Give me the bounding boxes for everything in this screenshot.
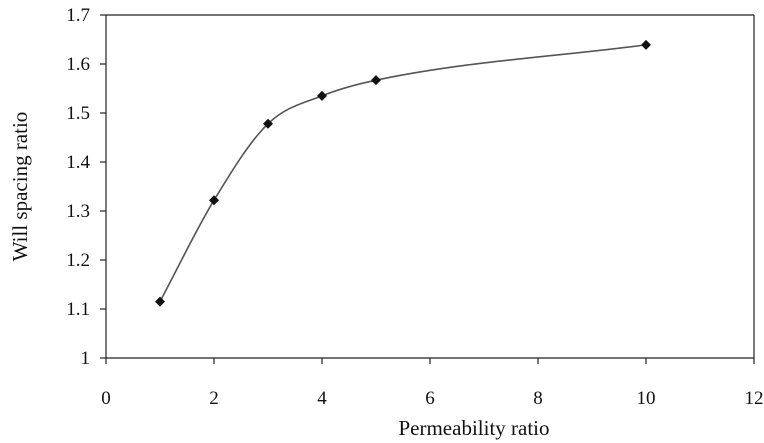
y-tick-label: 1.7 (66, 5, 90, 26)
x-tick-label: 2 (209, 388, 219, 409)
y-tick-label: 1 (81, 348, 91, 369)
data-point-marker (155, 296, 165, 307)
x-tick-label: 10 (637, 388, 656, 409)
y-tick-label: 1.6 (66, 54, 90, 75)
y-tick-label: 1.3 (66, 201, 90, 222)
y-tick-label: 1.2 (66, 250, 90, 271)
x-tick-label: 4 (317, 388, 327, 409)
x-tick-label: 0 (101, 388, 111, 409)
x-ticks: 0 2 4 6 8 10 12 (101, 358, 764, 409)
series-line (159, 44, 647, 303)
data-point-marker (641, 39, 651, 50)
series-layer (155, 39, 651, 307)
y-tick-label: 1.4 (66, 152, 90, 173)
x-tick-label: 12 (745, 388, 764, 409)
data-point-marker (371, 75, 381, 86)
x-tick-label: 6 (425, 388, 435, 409)
x-tick-label: 8 (533, 388, 543, 409)
y-ticks: 1 1.1 1.2 1.3 1.4 1.5 1.6 1.7 (66, 5, 106, 369)
x-axis-title: Permeability ratio (398, 416, 549, 440)
data-point-marker (209, 195, 219, 206)
data-point-marker (263, 118, 273, 129)
data-point-marker (317, 90, 327, 101)
y-axis-title: Will spacing ratio (8, 112, 32, 262)
plot-area (105, 14, 755, 359)
y-tick-label: 1.1 (66, 299, 90, 320)
y-tick-label: 1.5 (66, 103, 90, 124)
